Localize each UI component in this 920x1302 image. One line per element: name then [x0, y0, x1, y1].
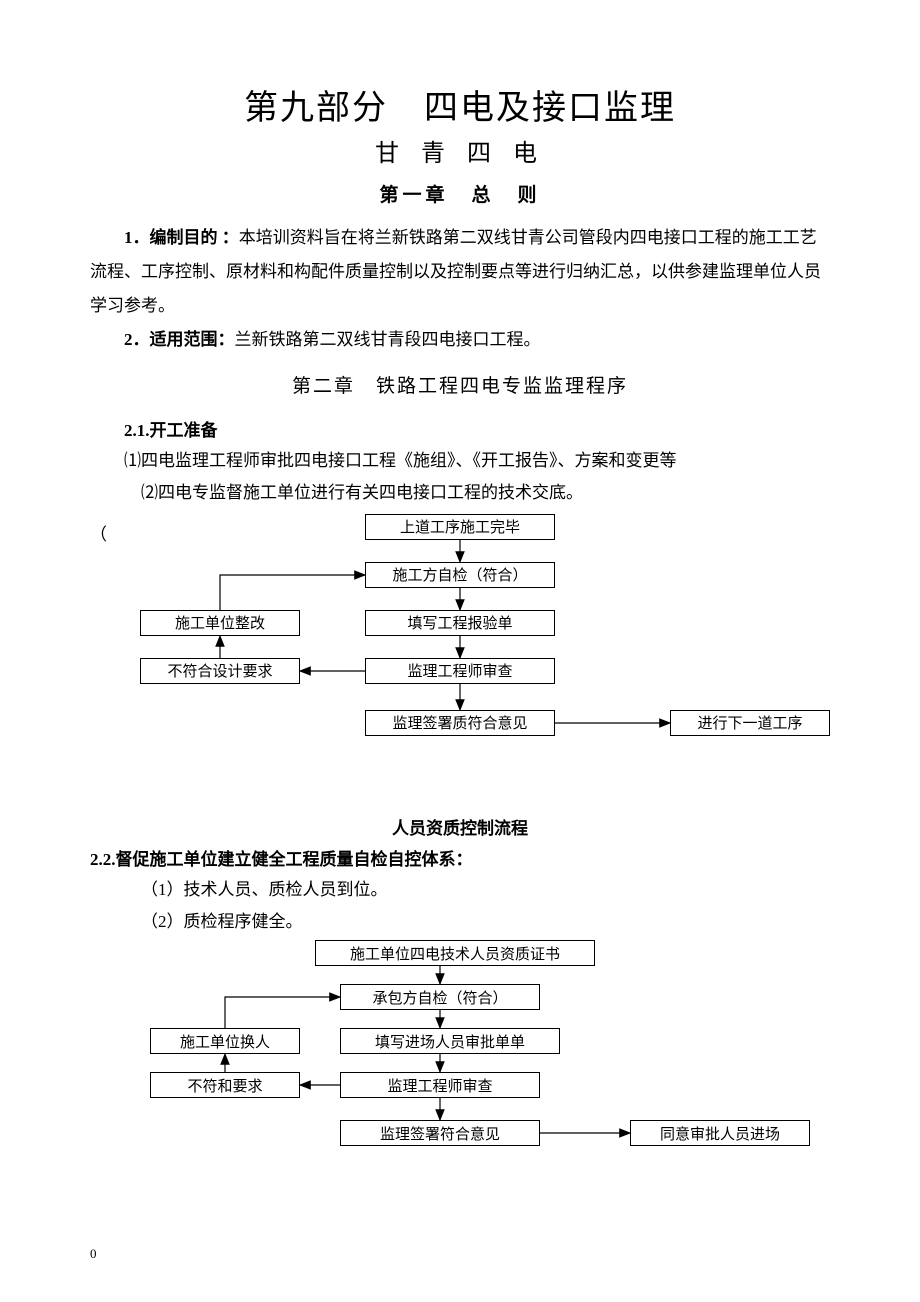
- title-main: 第九部分 四电及接口监理: [90, 80, 830, 129]
- li-2-1-2: ⑵四电专监督施工单位进行有关四电接口工程的技术交底。: [90, 477, 830, 509]
- chapter-1-heading: 第一章 总 则: [90, 180, 830, 207]
- flow1-node-self-check: 施工方自检（符合）: [365, 562, 555, 588]
- flow1-node-rectify: 施工单位整改: [140, 610, 300, 636]
- flow2-node-fill-form: 填写进场人员审批单单: [340, 1028, 560, 1054]
- flow1-node-next-step: 进行下一道工序: [670, 710, 830, 736]
- flowchart-quality-process: （ 上道工序施工完毕 施工方自检（符合） 填写工程报验单 监理工程师审查 监理签…: [90, 514, 830, 774]
- paragraph-purpose: 1．编制目的 ：本培训资料旨在将兰新铁路第二双线甘青公司管段内四电接口工程的施工…: [90, 221, 830, 323]
- flow2-node-engineer-review: 监理工程师审查: [340, 1072, 540, 1098]
- flow1-caption: 人员资质控制流程: [90, 814, 830, 839]
- li-2-2-1: （1）技术人员、质检人员到位。: [90, 874, 830, 906]
- flow2-node-sign-off: 监理签署符合意见: [340, 1120, 540, 1146]
- flow2-node-agree-enter: 同意审批人员进场: [630, 1120, 810, 1146]
- page: 第九部分 四电及接口监理 甘 青 四 电 第一章 总 则 1．编制目的 ：本培训…: [0, 0, 920, 1302]
- chapter-2-heading: 第二章 铁路工程四电专监监理程序: [90, 371, 830, 398]
- flow1-node-fill-form: 填写工程报验单: [365, 610, 555, 636]
- li-2-2-2: （2）质检程序健全。: [90, 906, 830, 938]
- flow2-node-self-check: 承包方自检（符合）: [340, 984, 540, 1010]
- flow2-node-cert: 施工单位四电技术人员资质证书: [315, 940, 595, 966]
- flow1-node-prev-step: 上道工序施工完毕: [365, 514, 555, 540]
- flow1-node-sign-off: 监理签署质符合意见: [365, 710, 555, 736]
- flow2-node-noncomply: 不符和要求: [150, 1072, 300, 1098]
- page-number: 0: [90, 1246, 97, 1262]
- title-sub: 甘 青 四 电: [90, 133, 830, 168]
- flow1-node-noncomply: 不符合设计要求: [140, 658, 300, 684]
- p2-body: 兰新铁路第二双线甘青段四电接口工程。: [235, 330, 541, 349]
- li-2-1-1: ⑴四电监理工程师审批四电接口工程《施组》、《开工报告》、方案和变更等: [90, 445, 830, 477]
- flowchart-personnel-qualification: 施工单位四电技术人员资质证书 承包方自检（符合） 填写进场人员审批单单 监理工程…: [90, 940, 830, 1180]
- section-2-2-heading: 2.2.督促施工单位建立健全工程质量自检自控体系：: [90, 845, 830, 870]
- flow1-node-engineer-review: 监理工程师审查: [365, 658, 555, 684]
- p2-label: 2．适用范围：: [124, 330, 235, 349]
- flow2-node-replace: 施工单位换人: [150, 1028, 300, 1054]
- section-2-1-heading: 2.1.开工准备: [90, 416, 830, 441]
- paragraph-scope: 2．适用范围：兰新铁路第二双线甘青段四电接口工程。: [90, 323, 830, 357]
- p1-label: 1．编制目的 ：: [124, 228, 239, 247]
- orphan-paren: （: [90, 520, 107, 545]
